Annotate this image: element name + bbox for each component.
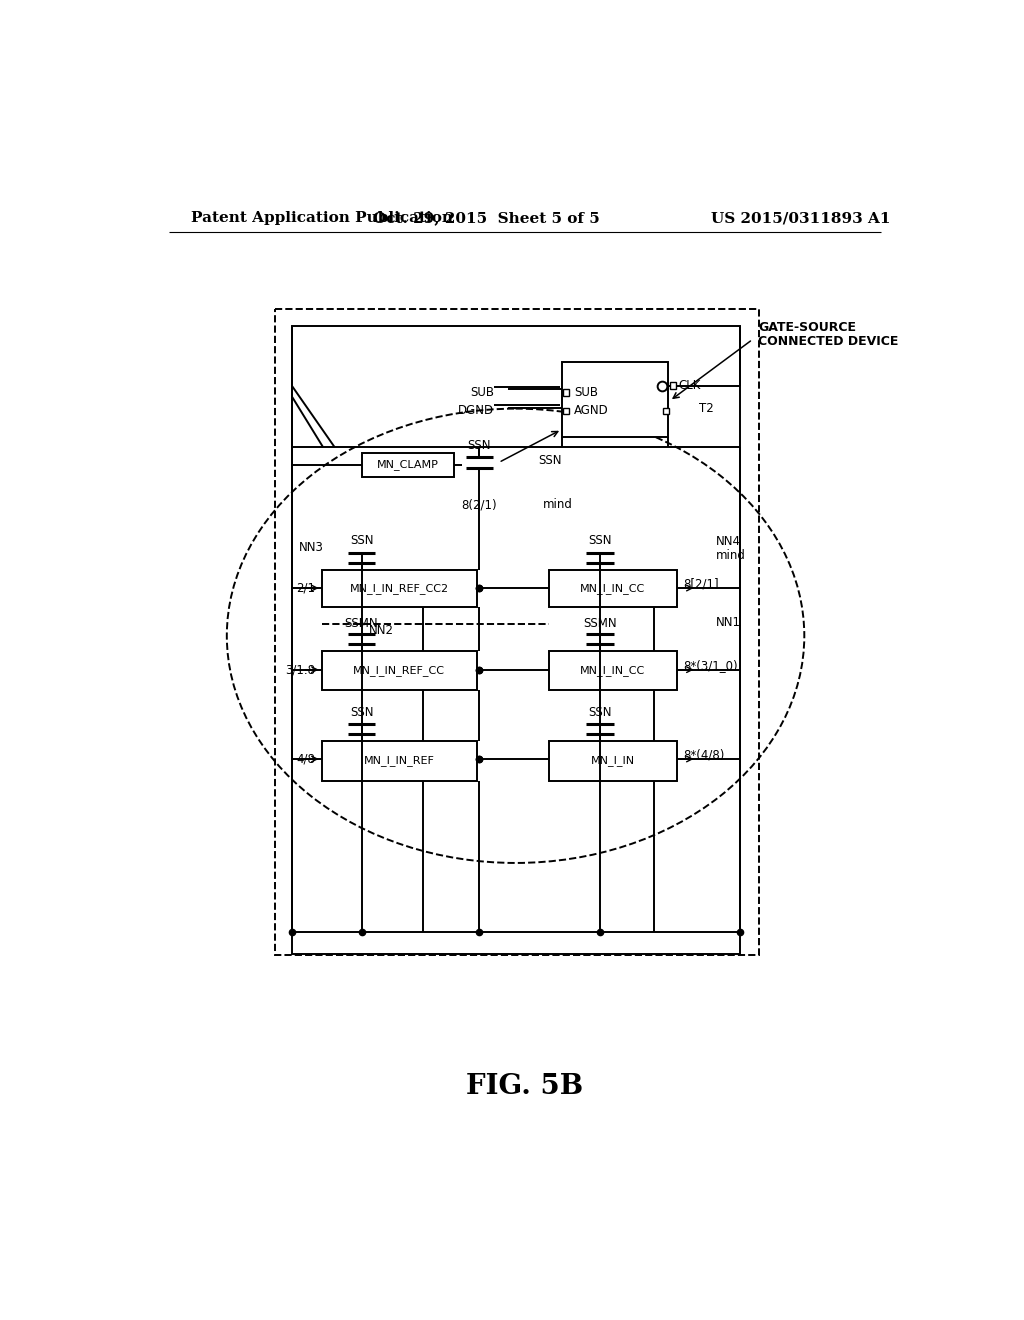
Text: NN4: NN4 [716,536,740,548]
Bar [275,309,759,956]
Text: 8(2/1): 8(2/1) [462,499,498,511]
Text: Oct. 29, 2015  Sheet 5 of 5: Oct. 29, 2015 Sheet 5 of 5 [373,211,600,226]
Text: SSN: SSN [589,535,612,548]
Text: SUB: SUB [470,385,494,399]
Text: SSN: SSN [350,706,374,719]
Bar [361,453,454,478]
Text: MN_I_IN_REF_CC2: MN_I_IN_REF_CC2 [350,583,449,594]
Bar [663,408,669,414]
Text: AGND: AGND [574,404,609,417]
Text: CLK: CLK [679,379,701,392]
Bar [549,651,677,689]
Text: Patent Application Publication: Patent Application Publication [190,211,453,226]
Bar [670,383,676,388]
Text: MN_I_IN_CC: MN_I_IN_CC [581,665,645,676]
Text: SSN: SSN [539,454,562,467]
Text: 8*(4/8): 8*(4/8) [683,748,725,762]
Text: mind: mind [543,499,572,511]
Bar [562,363,668,437]
Text: DGND: DGND [458,404,494,417]
Bar [549,570,677,607]
Text: SSMN: SSMN [584,616,617,630]
Bar [292,326,740,954]
Bar [322,570,477,607]
Text: 2/1: 2/1 [296,582,315,594]
Text: SUB: SUB [574,385,598,399]
Text: MN_I_IN_REF: MN_I_IN_REF [364,755,435,767]
Text: SSN: SSN [468,438,492,451]
Text: CONNECTED DEVICE: CONNECTED DEVICE [758,335,898,348]
Text: 3/1.8: 3/1.8 [286,663,315,676]
Text: NN1: NN1 [716,616,740,630]
Text: MN_CLAMP: MN_CLAMP [377,459,438,470]
Bar [562,408,568,414]
Text: FIG. 5B: FIG. 5B [466,1073,584,1100]
Text: SSMN: SSMN [345,616,379,630]
Text: GATE-SOURCE: GATE-SOURCE [758,321,856,334]
Text: MN_I_IN: MN_I_IN [591,755,635,767]
Text: T2: T2 [698,403,714,416]
Text: 8[2/1]: 8[2/1] [683,578,719,591]
Text: MN_I_IN_CC: MN_I_IN_CC [581,583,645,594]
Text: 4/8: 4/8 [297,752,315,766]
Text: NN3: NN3 [298,541,324,554]
Bar [322,651,477,689]
Bar [322,742,477,780]
Text: NN2: NN2 [370,624,394,638]
Text: US 2015/0311893 A1: US 2015/0311893 A1 [711,211,890,226]
Text: 8*(3/1_0): 8*(3/1_0) [683,659,738,672]
Text: MN_I_IN_REF_CC: MN_I_IN_REF_CC [353,665,445,676]
Bar [549,742,677,780]
Text: SSN: SSN [589,706,612,719]
Text: mind: mind [716,549,745,562]
Bar [562,389,568,396]
Text: SSN: SSN [350,535,374,548]
